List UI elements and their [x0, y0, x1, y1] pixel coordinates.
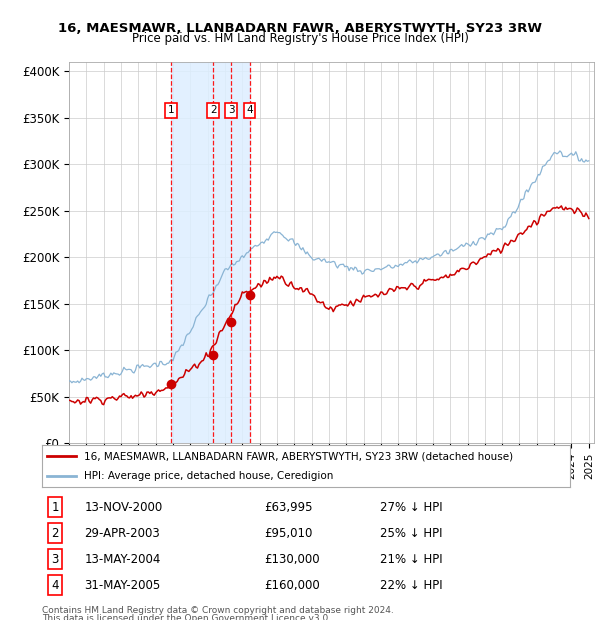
Text: 1: 1	[52, 501, 59, 513]
Text: £160,000: £160,000	[264, 579, 320, 591]
Text: Contains HM Land Registry data © Crown copyright and database right 2024.: Contains HM Land Registry data © Crown c…	[42, 606, 394, 616]
Text: 21% ↓ HPI: 21% ↓ HPI	[380, 553, 443, 565]
Text: 2: 2	[210, 105, 217, 115]
Text: This data is licensed under the Open Government Licence v3.0.: This data is licensed under the Open Gov…	[42, 614, 331, 620]
Text: 2: 2	[52, 527, 59, 539]
Text: Price paid vs. HM Land Registry's House Price Index (HPI): Price paid vs. HM Land Registry's House …	[131, 32, 469, 45]
Text: 13-MAY-2004: 13-MAY-2004	[84, 553, 161, 565]
Text: £130,000: £130,000	[264, 553, 319, 565]
Text: 1: 1	[167, 105, 174, 115]
Text: 13-NOV-2000: 13-NOV-2000	[84, 501, 163, 513]
Text: £63,995: £63,995	[264, 501, 312, 513]
Text: 3: 3	[228, 105, 235, 115]
Bar	[171, 62, 250, 443]
Text: 29-APR-2003: 29-APR-2003	[84, 527, 160, 539]
Text: 25% ↓ HPI: 25% ↓ HPI	[380, 527, 442, 539]
Text: 22% ↓ HPI: 22% ↓ HPI	[380, 579, 443, 591]
Text: 31-MAY-2005: 31-MAY-2005	[84, 579, 160, 591]
Text: 4: 4	[52, 579, 59, 591]
Text: 3: 3	[52, 553, 59, 565]
Text: HPI: Average price, detached house, Ceredigion: HPI: Average price, detached house, Cere…	[84, 471, 334, 481]
Text: 16, MAESMAWR, LLANBADARN FAWR, ABERYSTWYTH, SY23 3RW (detached house): 16, MAESMAWR, LLANBADARN FAWR, ABERYSTWY…	[84, 451, 514, 461]
Text: 27% ↓ HPI: 27% ↓ HPI	[380, 501, 443, 513]
Text: 16, MAESMAWR, LLANBADARN FAWR, ABERYSTWYTH, SY23 3RW: 16, MAESMAWR, LLANBADARN FAWR, ABERYSTWY…	[58, 22, 542, 35]
Text: £95,010: £95,010	[264, 527, 312, 539]
Text: 4: 4	[246, 105, 253, 115]
